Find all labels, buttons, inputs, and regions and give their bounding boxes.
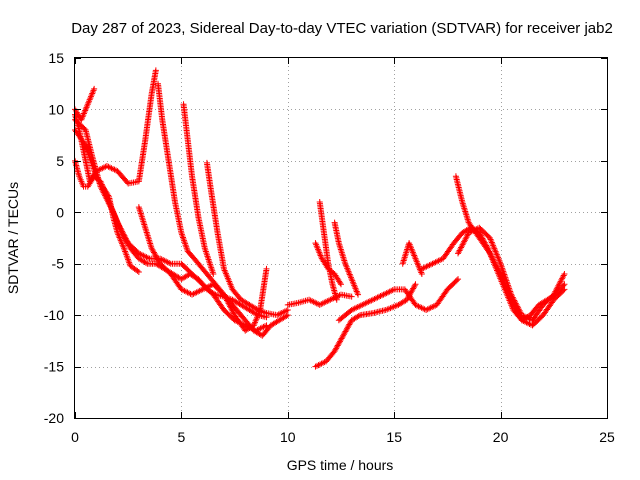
x-tick-label: 10: [280, 429, 296, 445]
chart-title: Day 287 of 2023, Sidereal Day-to-day VTE…: [71, 20, 613, 37]
data-point: [182, 240, 189, 247]
data-point: [355, 313, 362, 319]
series-arc-16: [399, 240, 425, 277]
series-arc-3: [72, 67, 159, 187]
x-tick-label: 5: [178, 429, 186, 445]
data-point: [134, 267, 141, 274]
data-point: [124, 179, 131, 186]
data-point: [561, 286, 568, 293]
data-point: [179, 232, 186, 239]
y-axis-label: SDTVAR / TECUs: [5, 182, 21, 294]
y-tick-label: 10: [48, 101, 64, 117]
series-arc-10: [284, 291, 355, 308]
data-point: [283, 313, 290, 319]
series-arc-8: [180, 101, 217, 277]
data-point: [453, 277, 460, 284]
data-point: [180, 236, 187, 243]
data-point: [184, 246, 191, 253]
series-arc-11: [312, 240, 344, 288]
data-point: [181, 239, 188, 246]
plot-frame: [74, 57, 608, 419]
series-arc-4: [72, 116, 270, 321]
data-point: [355, 291, 362, 298]
y-tick-label: 15: [48, 50, 64, 66]
data-point: [152, 67, 159, 74]
x-tick-label: 25: [599, 429, 615, 445]
data-point: [561, 271, 568, 277]
data-point: [182, 242, 189, 249]
data-point: [561, 281, 568, 288]
data-point: [412, 281, 419, 288]
data-point: [411, 282, 418, 289]
x-axis-label: GPS time / hours: [287, 457, 394, 473]
data-point: [455, 276, 462, 283]
data-point: [178, 231, 185, 238]
data-point: [560, 287, 567, 294]
x-tick-label: 0: [71, 429, 79, 445]
data-point: [337, 279, 344, 286]
series-arc-9: [203, 159, 291, 319]
y-tick-labels: -20 -15 -10 -5 0 5 10 15: [44, 50, 64, 426]
series-arc-13: [331, 219, 362, 298]
series-arc-15: [335, 276, 462, 324]
data-point: [348, 293, 355, 300]
series-arc-19: [455, 224, 568, 324]
data-point: [263, 265, 270, 272]
data-point: [210, 271, 217, 277]
y-tick-label: -20: [44, 410, 64, 426]
data-point: [333, 296, 340, 303]
y-tick-label: 0: [56, 204, 64, 220]
y-tick-label: -5: [52, 256, 65, 272]
series-arc-12: [316, 199, 340, 303]
data-point: [560, 272, 567, 279]
axis-ticks: [75, 58, 608, 419]
grid: [75, 58, 607, 418]
data-point: [253, 306, 260, 313]
y-tick-label: -10: [44, 307, 64, 323]
data-point: [179, 234, 186, 241]
x-tick-label: 15: [386, 429, 402, 445]
y-tick-label: 5: [56, 153, 64, 169]
data-point: [91, 85, 98, 92]
x-tick-labels: 0 5 10 15 20 25: [71, 429, 615, 445]
series-arc-7: [154, 80, 291, 339]
x-tick-label: 20: [493, 429, 509, 445]
data-point: [338, 281, 344, 288]
data-point: [135, 268, 142, 275]
data-point: [142, 259, 149, 266]
data-point: [418, 271, 425, 277]
data-point: [560, 282, 567, 289]
y-tick-label: -15: [44, 359, 64, 375]
series-arc-14: [312, 281, 419, 370]
data-marks: [72, 67, 568, 370]
data-point: [284, 307, 291, 313]
data-point: [284, 312, 291, 319]
data-point: [183, 243, 190, 250]
